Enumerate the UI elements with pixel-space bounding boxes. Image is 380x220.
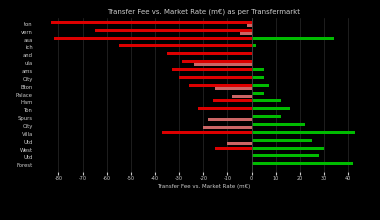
Bar <box>198 107 252 110</box>
Bar <box>252 68 264 71</box>
Bar <box>162 131 252 134</box>
Bar <box>228 142 252 145</box>
Bar <box>194 63 252 66</box>
Bar <box>172 68 252 71</box>
Bar <box>215 87 252 90</box>
Bar <box>54 37 252 40</box>
Bar <box>51 21 252 24</box>
Bar <box>252 154 319 158</box>
Bar <box>119 44 252 48</box>
Bar <box>252 99 280 103</box>
Bar <box>252 76 264 79</box>
Bar <box>95 29 252 32</box>
Bar <box>252 139 312 142</box>
Bar <box>179 76 252 79</box>
Bar <box>252 92 264 95</box>
Bar <box>252 84 269 87</box>
Bar <box>208 118 252 121</box>
Bar <box>252 123 305 126</box>
Bar <box>232 95 252 98</box>
Bar <box>213 99 252 103</box>
X-axis label: Transfer Fee vs. Market Rate (m€): Transfer Fee vs. Market Rate (m€) <box>157 183 250 189</box>
Bar <box>252 162 353 165</box>
Bar <box>252 107 290 110</box>
Bar <box>252 131 355 134</box>
Title: Transfer Fee vs. Market Rate (m€) as per Transfermarkt: Transfer Fee vs. Market Rate (m€) as per… <box>107 8 300 15</box>
Bar <box>215 147 252 150</box>
Bar <box>252 147 324 150</box>
Bar <box>239 32 252 35</box>
Bar <box>252 37 334 40</box>
Bar <box>252 115 280 118</box>
Bar <box>189 84 252 87</box>
Bar <box>252 44 256 48</box>
Bar <box>203 126 252 129</box>
Bar <box>182 60 252 63</box>
Bar <box>247 24 252 27</box>
Bar <box>167 52 252 55</box>
